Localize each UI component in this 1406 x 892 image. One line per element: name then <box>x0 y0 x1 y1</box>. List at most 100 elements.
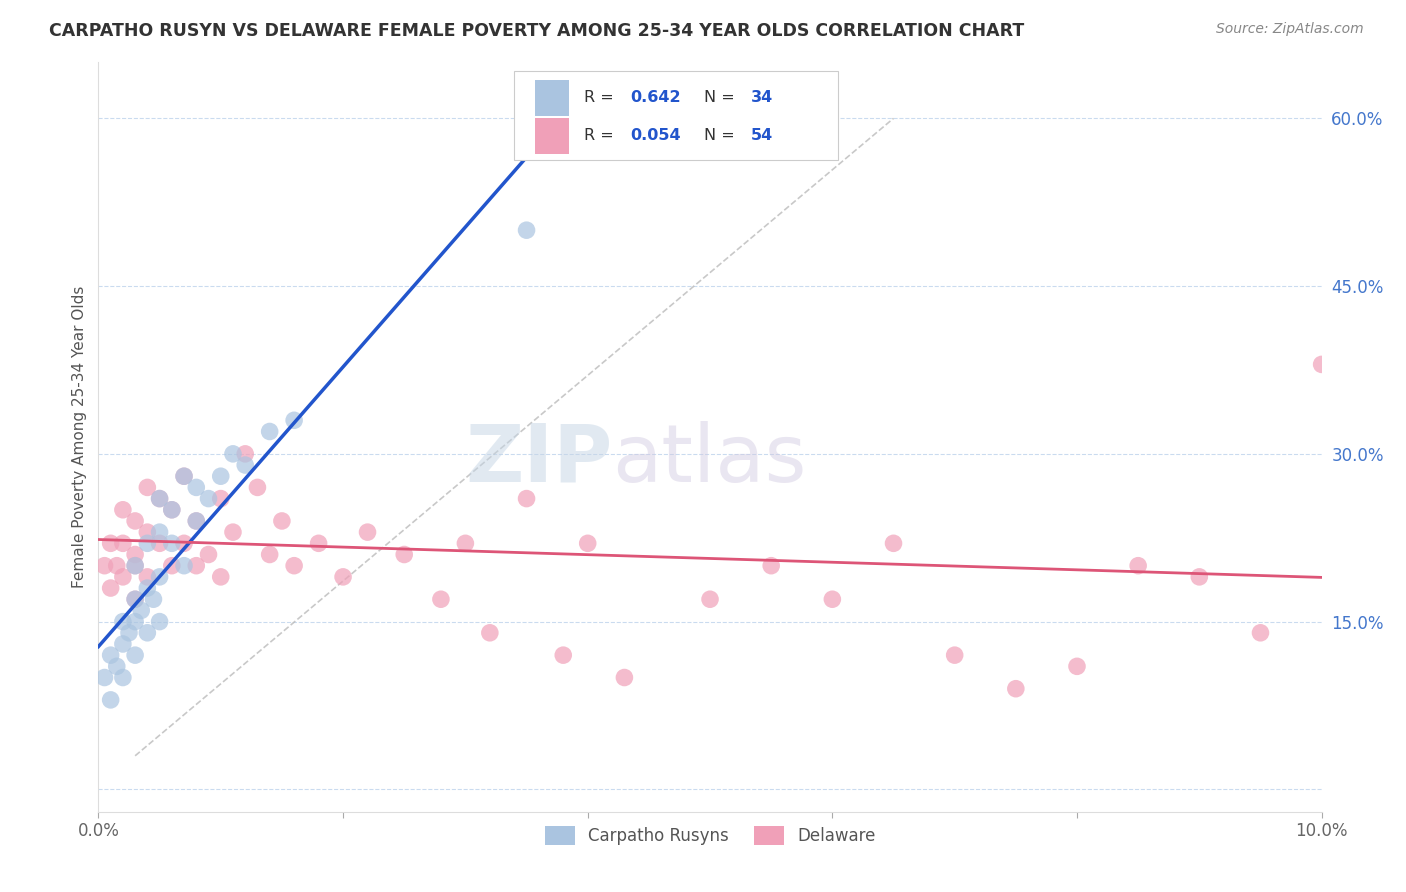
Point <box>233 447 256 461</box>
Point <box>173 469 195 483</box>
Point <box>454 536 477 550</box>
Point <box>124 548 146 562</box>
Point <box>308 536 330 550</box>
Point <box>136 581 159 595</box>
Point <box>821 592 844 607</box>
Point <box>356 525 378 540</box>
Text: R =: R = <box>583 90 619 105</box>
Text: N =: N = <box>704 128 740 144</box>
Point <box>209 469 232 483</box>
Point <box>186 514 208 528</box>
Text: ZIP: ZIP <box>465 420 612 499</box>
Point <box>118 625 141 640</box>
Point <box>173 536 195 550</box>
Text: 54: 54 <box>751 128 773 144</box>
Point <box>149 491 172 506</box>
Point <box>160 536 183 550</box>
Point <box>173 469 195 483</box>
Point <box>1310 358 1333 372</box>
Point <box>332 570 354 584</box>
Point <box>650 145 672 159</box>
Point <box>105 558 128 573</box>
Point <box>105 659 128 673</box>
Point <box>699 592 721 607</box>
Point <box>259 548 281 562</box>
Point <box>883 536 905 550</box>
Point <box>136 570 159 584</box>
Point <box>124 615 146 629</box>
Point <box>124 592 146 607</box>
Point <box>1128 558 1150 573</box>
Point <box>197 491 219 506</box>
Text: N =: N = <box>704 90 740 105</box>
Point <box>124 648 146 662</box>
Text: 0.054: 0.054 <box>630 128 681 144</box>
Point <box>613 671 636 685</box>
Point <box>1004 681 1026 696</box>
Point <box>129 603 152 617</box>
Text: 0.642: 0.642 <box>630 90 681 105</box>
Point <box>259 425 281 439</box>
Point <box>478 625 501 640</box>
Point <box>246 480 269 494</box>
Point <box>100 648 122 662</box>
Point <box>111 671 134 685</box>
Point <box>160 502 183 516</box>
Point <box>943 648 966 662</box>
Point <box>124 558 146 573</box>
Point <box>111 536 134 550</box>
Point <box>149 525 172 540</box>
Point <box>209 570 232 584</box>
Point <box>233 458 256 472</box>
Point <box>136 536 159 550</box>
Point <box>149 615 172 629</box>
Point <box>173 558 195 573</box>
Point <box>149 570 172 584</box>
Y-axis label: Female Poverty Among 25-34 Year Olds: Female Poverty Among 25-34 Year Olds <box>72 286 87 588</box>
Point <box>93 558 115 573</box>
Point <box>111 637 134 651</box>
Point <box>1066 659 1088 673</box>
Point <box>124 592 146 607</box>
Point <box>553 648 575 662</box>
Point <box>222 525 245 540</box>
Point <box>1249 625 1271 640</box>
Point <box>149 536 172 550</box>
Point <box>136 480 159 494</box>
Text: 34: 34 <box>751 90 773 105</box>
Point <box>283 413 305 427</box>
Text: CARPATHO RUSYN VS DELAWARE FEMALE POVERTY AMONG 25-34 YEAR OLDS CORRELATION CHAR: CARPATHO RUSYN VS DELAWARE FEMALE POVERT… <box>49 22 1025 40</box>
Point <box>111 615 134 629</box>
Point <box>392 548 416 562</box>
Bar <box>536 80 569 116</box>
Text: atlas: atlas <box>612 420 807 499</box>
Point <box>111 570 134 584</box>
Point <box>283 558 305 573</box>
Point <box>222 447 245 461</box>
Point <box>136 525 159 540</box>
Text: R =: R = <box>583 128 619 144</box>
Legend: Carpatho Rusyns, Delaware: Carpatho Rusyns, Delaware <box>538 820 882 852</box>
Point <box>186 480 208 494</box>
Point <box>516 223 538 237</box>
Point <box>186 558 208 573</box>
Point <box>124 514 146 528</box>
Point <box>186 514 208 528</box>
Point <box>759 558 782 573</box>
Point <box>430 592 453 607</box>
Point <box>160 558 183 573</box>
Point <box>516 491 538 506</box>
Point <box>197 548 219 562</box>
Point <box>576 536 599 550</box>
Point <box>142 592 165 607</box>
Point <box>93 671 115 685</box>
Point <box>111 502 134 516</box>
Point <box>100 693 122 707</box>
Text: Source: ZipAtlas.com: Source: ZipAtlas.com <box>1216 22 1364 37</box>
Point <box>270 514 292 528</box>
Point <box>1188 570 1211 584</box>
Point <box>124 558 146 573</box>
Point <box>100 536 122 550</box>
Point <box>136 625 159 640</box>
Point <box>149 491 172 506</box>
